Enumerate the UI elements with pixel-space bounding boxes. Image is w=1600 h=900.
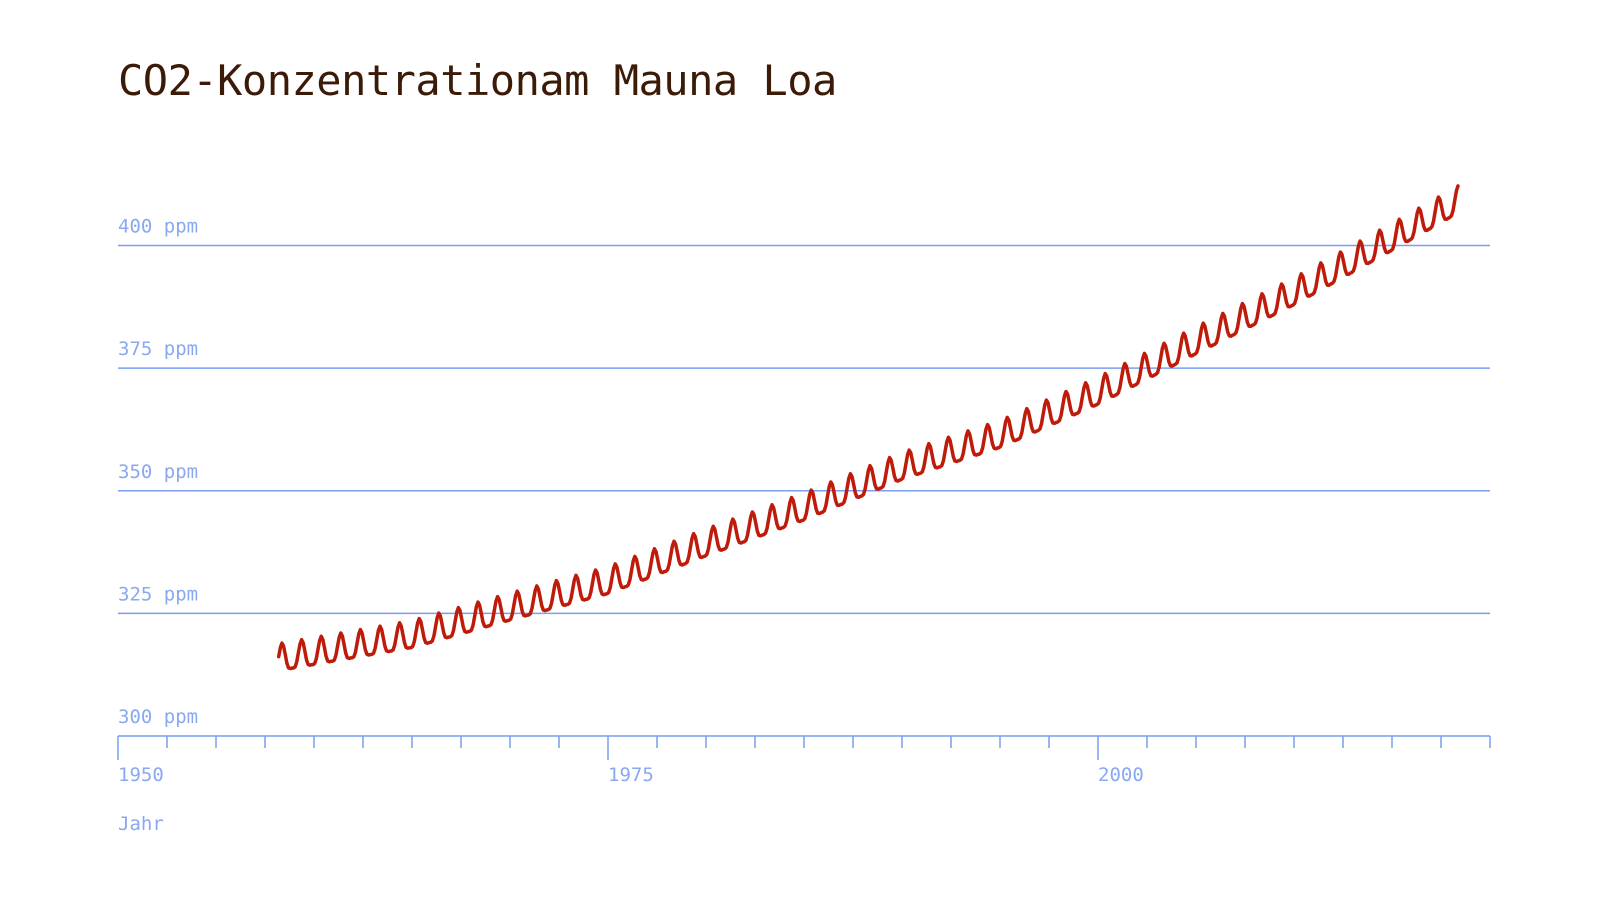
chart-title: CO2-Konzentrationam Mauna Loa xyxy=(118,56,837,105)
series-layer xyxy=(276,184,1460,671)
x-axis: 1950 1975 2000 xyxy=(117,735,1491,786)
x-axis-title: Jahr xyxy=(118,813,164,835)
y-gridlines xyxy=(118,244,1490,615)
x-tick-label-2000: 2000 xyxy=(1098,764,1144,786)
y-tick-label-375: 375 ppm xyxy=(118,338,198,360)
x-tick-label-1975: 1975 xyxy=(608,764,654,786)
y-tick-label-350: 350 ppm xyxy=(118,461,198,483)
y-tick-labels: 300 ppm 325 ppm 350 ppm 375 ppm 400 ppm xyxy=(118,216,198,729)
y-tick-label-400: 400 ppm xyxy=(118,216,198,238)
y-tick-label-300: 300 ppm xyxy=(118,706,198,728)
series-line-0 xyxy=(276,184,1460,671)
x-tick-label-1950: 1950 xyxy=(118,764,164,786)
y-tick-label-325: 325 ppm xyxy=(118,583,198,605)
